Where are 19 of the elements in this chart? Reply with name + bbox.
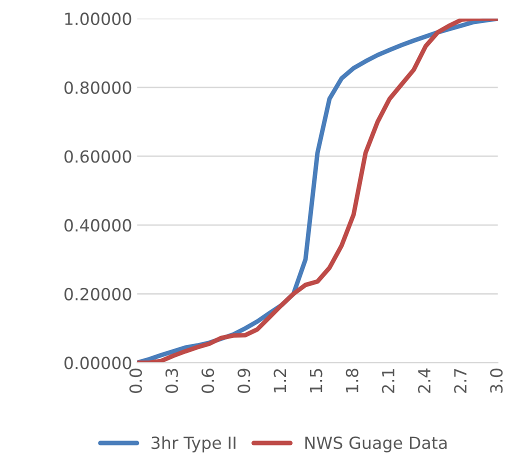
x-tick-label: 2.7 (454, 368, 466, 393)
y-tick-label: 0.60000 (64, 150, 132, 163)
legend-label: 3hr Type II (152, 436, 236, 452)
x-tick-label: 2.4 (418, 368, 430, 393)
legend-label: NWS Guage Data (305, 436, 447, 452)
y-tick-label: 0.00000 (64, 356, 132, 370)
y-tick-label: 0.20000 (64, 288, 132, 300)
x-tick-label: 0.6 (202, 368, 214, 393)
x-tick-label: 1.8 (346, 368, 358, 392)
x-tick-label: 0.3 (165, 368, 178, 393)
x-tick-label: 0.9 (238, 368, 250, 393)
x-tick-label: 3.0 (490, 368, 503, 393)
x-tick-label: 2.1 (382, 369, 394, 393)
x-tick-label: 1.5 (310, 369, 322, 392)
y-tick-label: 0.40000 (64, 219, 132, 232)
y-tick-label: 1.00000 (65, 12, 132, 26)
x-tick-label: 1.2 (274, 369, 286, 392)
y-tick-label: 0.80000 (64, 81, 132, 94)
x-tick-label: 0.0 (129, 368, 142, 393)
